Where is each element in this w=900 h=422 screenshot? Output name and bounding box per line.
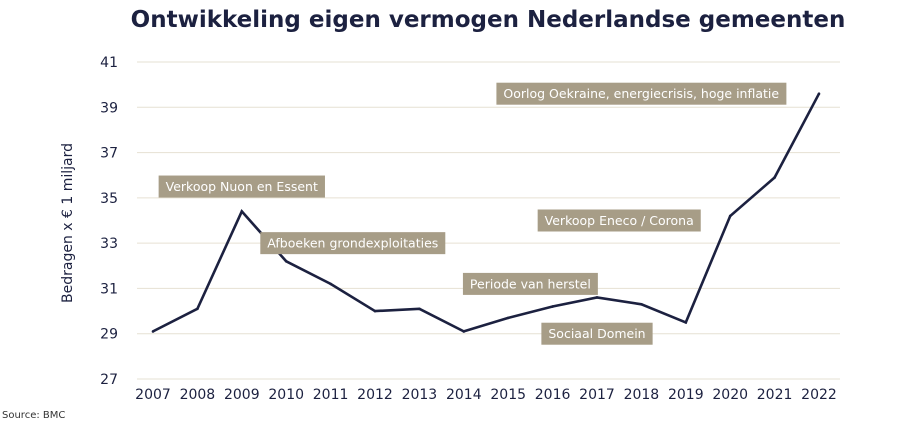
data-point [817, 92, 821, 95]
data-point [329, 282, 332, 286]
y-tick-label: 29 [100, 327, 118, 343]
x-tick-label: 2014 [446, 387, 482, 403]
data-point [240, 210, 244, 213]
annotation-box: Afboeken grondexploitaties [260, 232, 446, 255]
x-tick-label: 2017 [579, 387, 615, 403]
grid-lines [137, 61, 840, 380]
data-point [418, 307, 421, 311]
y-tick-label: 31 [100, 281, 118, 297]
data-point [284, 259, 288, 263]
x-tick-label: 2015 [490, 387, 526, 403]
data-point [151, 330, 155, 333]
x-tick-label: 2012 [357, 387, 393, 403]
annotation-text: Periode van herstel [470, 276, 591, 291]
data-point [373, 309, 377, 313]
series-layer [151, 92, 821, 333]
y-tick-label: 33 [100, 236, 118, 252]
data-point [728, 214, 732, 218]
data-point [640, 302, 643, 306]
annotation-box: Oorlog Oekraine, energiecrisis, hoge inf… [496, 82, 787, 105]
source-note: Source: BMC [2, 410, 65, 421]
y-tick-label: 39 [100, 100, 118, 116]
data-point [506, 316, 510, 320]
annotation-text: Verkoop Eneco / Corona [545, 213, 694, 228]
annotation-box: Sociaal Domein [541, 322, 653, 345]
x-tick-label: 2009 [224, 387, 260, 403]
y-tick-label: 41 [100, 55, 118, 71]
y-tick-label: 35 [100, 191, 118, 207]
annotation-background [462, 272, 598, 295]
y-axis-label: Bedragen x € 1 miljard [60, 143, 76, 303]
data-point [551, 305, 554, 308]
data-point [773, 176, 776, 179]
annotation-background [260, 232, 446, 255]
annotation-box: Verkoop Eneco / Corona [537, 209, 701, 232]
annotation-text: Sociaal Domein [548, 326, 645, 341]
data-point [196, 307, 199, 311]
x-tick-label: 2011 [313, 387, 349, 403]
annotation-background [496, 82, 787, 105]
x-tick-label: 2013 [402, 387, 438, 403]
annotation-background [541, 322, 653, 345]
annotation-background [537, 209, 701, 232]
x-tick-label: 2021 [757, 387, 793, 403]
annotation-text: Oorlog Oekraine, energiecrisis, hoge inf… [503, 86, 779, 101]
x-tick-label: 2019 [668, 387, 704, 403]
annotation-box: Verkoop Nuon en Essent [158, 175, 325, 198]
y-tick-label: 27 [100, 372, 118, 388]
data-point [462, 330, 466, 333]
annotation-text: Afboeken grondexploitaties [267, 236, 438, 251]
data-point [595, 296, 599, 299]
x-tick-label: 2020 [712, 387, 748, 403]
x-tick-label: 2022 [801, 387, 837, 403]
y-axis-ticks: 27 29 31 33 35 37 39 41 [100, 55, 118, 388]
x-tick-label: 2010 [268, 387, 304, 403]
x-tick-label: 2018 [624, 387, 660, 403]
chart-title: Ontwikkeling eigen vermogen Nederlandse … [131, 7, 846, 33]
x-axis-ticks: 2007 2008 2009 2010 2011 2012 2013 2014 2015 2016… [135, 387, 837, 403]
x-tick-label: 2007 [135, 387, 171, 403]
y-tick-label: 37 [100, 146, 118, 162]
annotation-text: Verkoop Nuon en Essent [166, 179, 318, 194]
annotations: Verkoop Nuon en Essent Afboeken grondexpl… [158, 82, 787, 345]
x-tick-label: 2016 [535, 387, 571, 403]
x-tick-label: 2008 [180, 387, 216, 403]
annotation-background [158, 175, 325, 198]
annotation-box: Periode van herstel [462, 272, 598, 295]
series-line [152, 93, 821, 333]
data-point [684, 321, 688, 324]
